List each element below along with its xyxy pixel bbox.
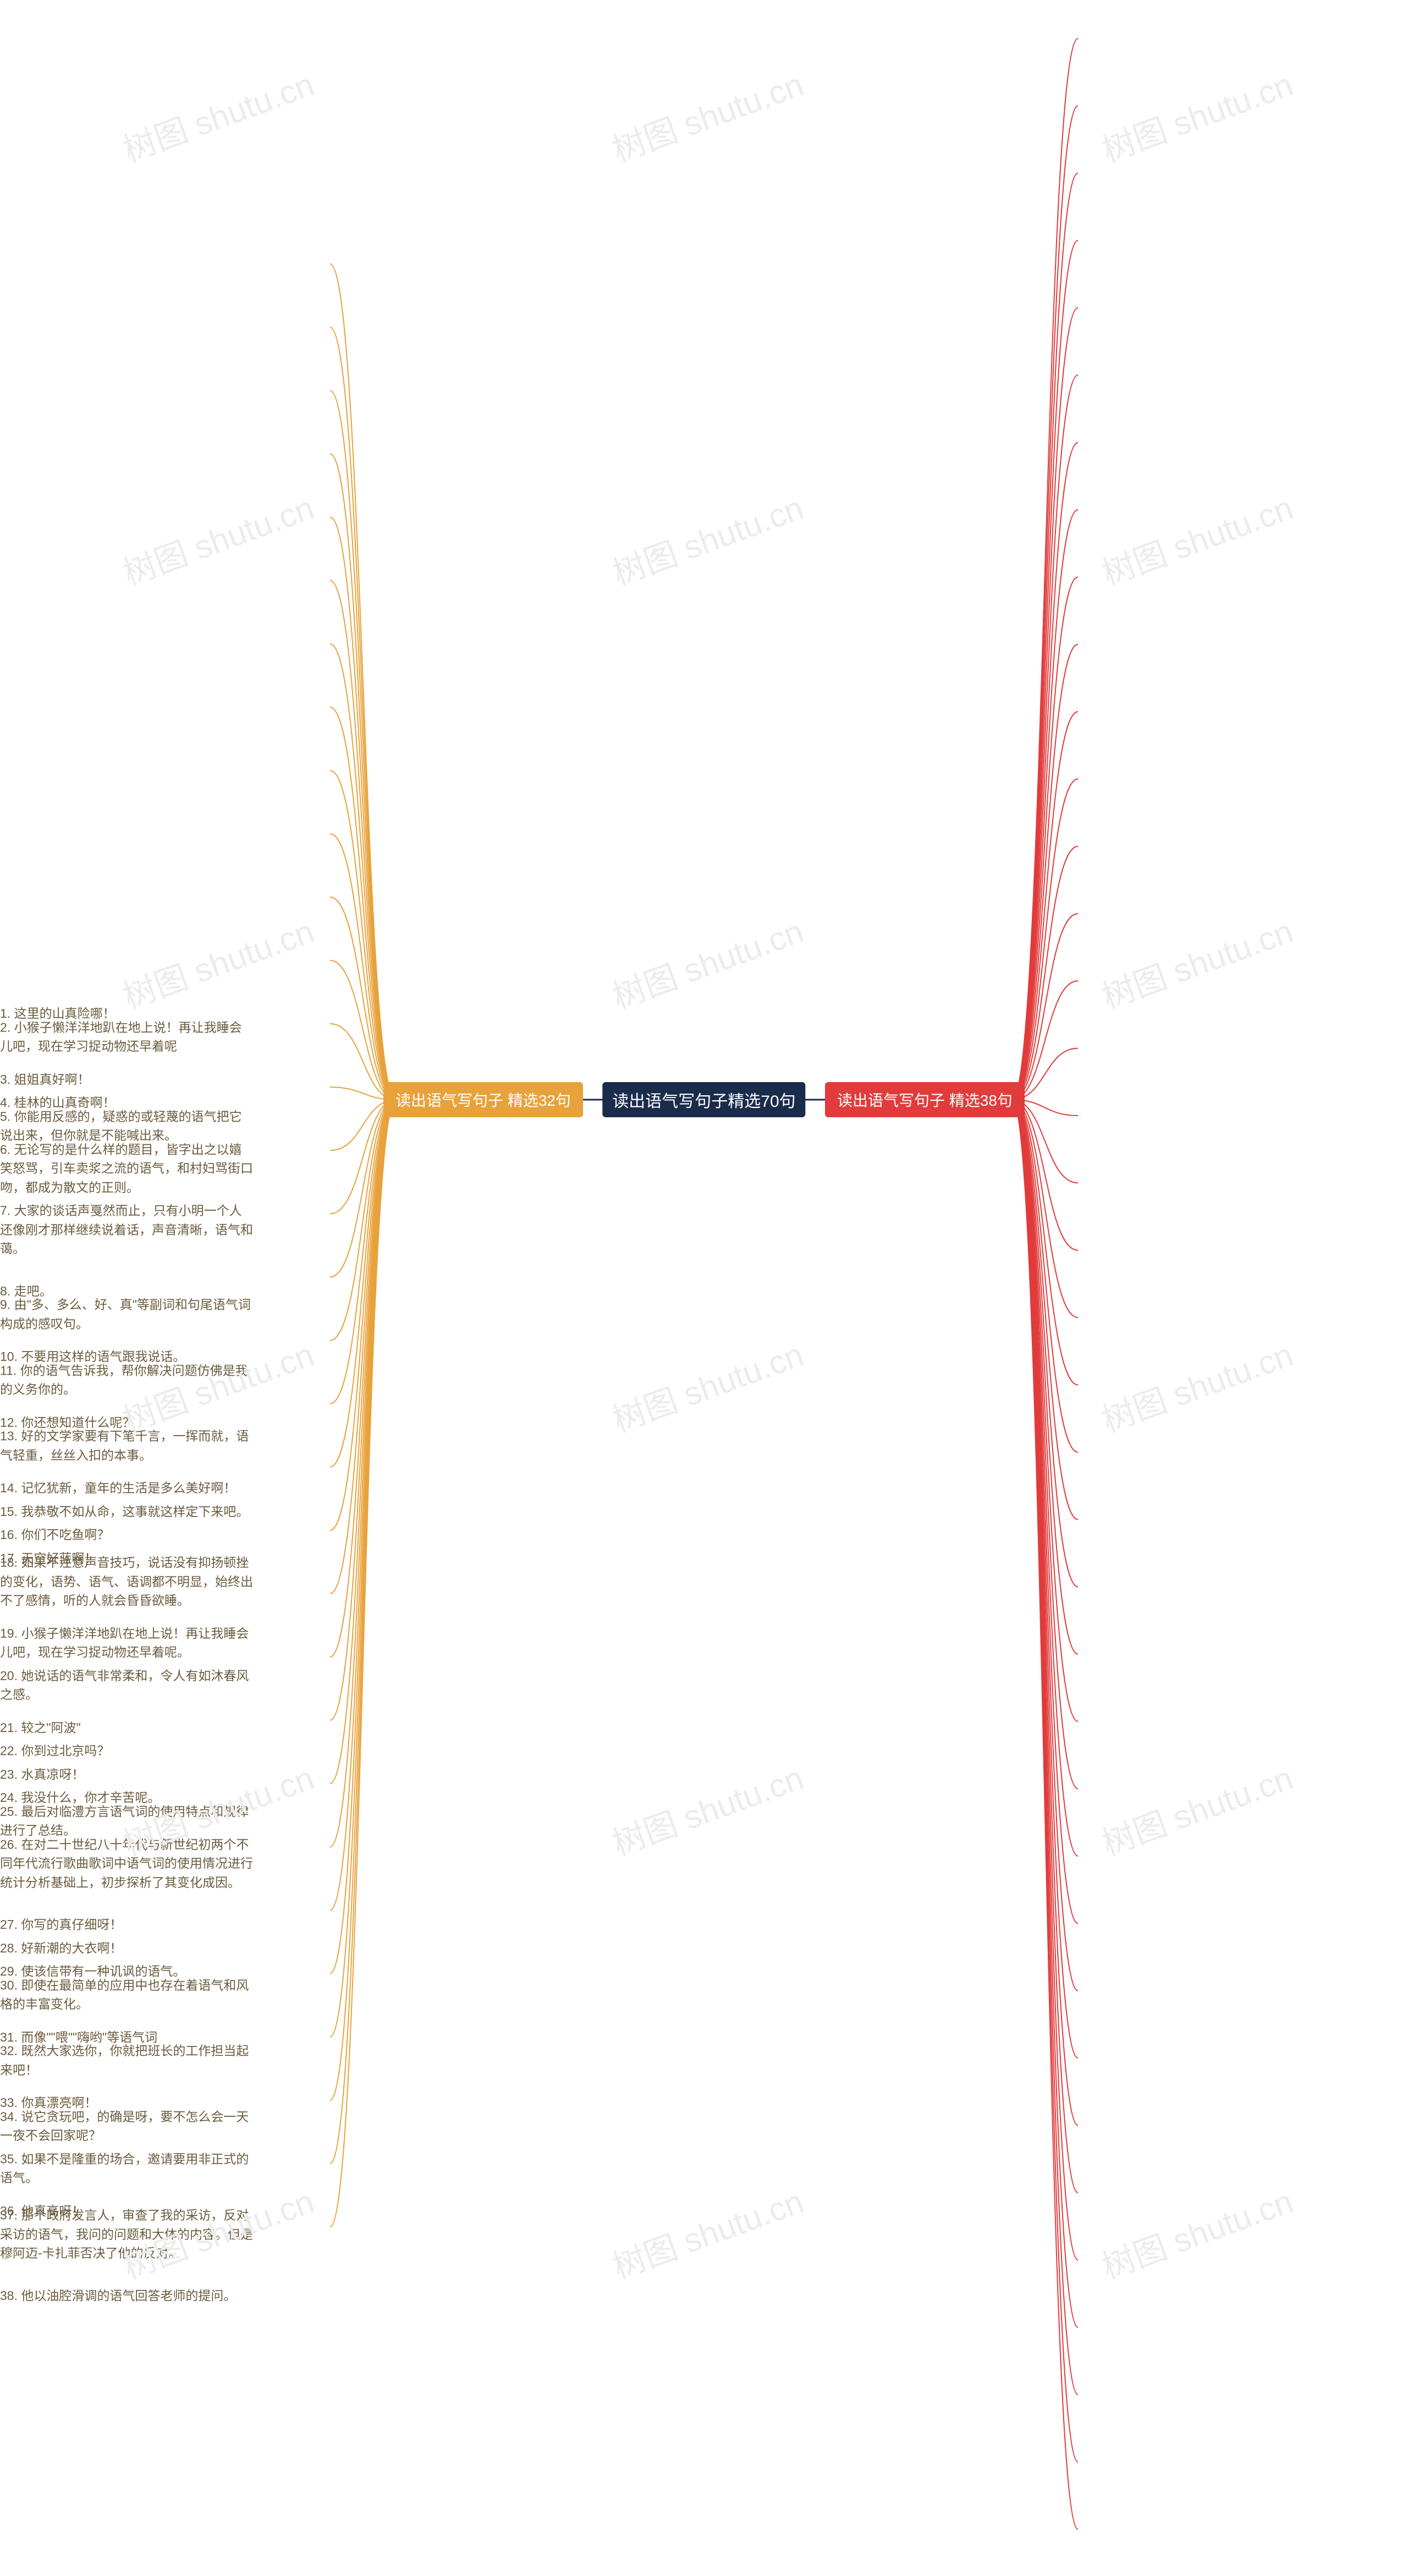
leaf-right-26[interactable]: 26. 在对二十世纪八十年代与新世纪初两个不同年代流行歌曲歌词中语气词的使用情况… <box>0 1833 253 1894</box>
leaf-right-35[interactable]: 35. 如果不是隆重的场合，邀请要用非正式的语气。 <box>0 2147 253 2189</box>
leaf-right-3[interactable]: 3. 姐姐真好啊！ <box>0 1067 253 1091</box>
leaf-right-18[interactable]: 18. 如果不注意声音技巧，说话没有抑扬顿挫的变化，语势、语气、语调都不明显，始… <box>0 1551 253 1612</box>
leaf-right-16[interactable]: 16. 你们不吃鱼啊？ <box>0 1523 253 1547</box>
leaf-right-30[interactable]: 30. 即使在最简单的应用中也存在着语气和风格的丰富变化。 <box>0 1973 253 2016</box>
leaf-right-21[interactable]: 21. 较之"阿波" <box>0 1716 253 1739</box>
branch-right[interactable]: 读出语气写句子 精选38句 <box>825 1082 1025 1117</box>
mindmap-canvas: 读出语气写句子精选70句读出语气写句子 精选32句1. 我们天天打架，是狗造成的… <box>0 0 1408 2576</box>
node-layer: 读出语气写句子精选70句读出语气写句子 精选32句1. 我们天天打架，是狗造成的… <box>0 0 1408 2319</box>
leaf-right-9[interactable]: 9. 由"多、多么、好、真"等副词和句尾语气词构成的感叹句。 <box>0 1293 253 1336</box>
leaf-right-7[interactable]: 7. 大家的谈话声戛然而止，只有小明一个人还像刚才那样继续说着话，声音清晰，语气… <box>0 1199 253 1260</box>
leaf-right-23[interactable]: 23. 水真凉呀！ <box>0 1762 253 1786</box>
leaf-right-2[interactable]: 2. 小猴子懒洋洋地趴在地上说！再让我睡会儿吧，现在学习捉动物还早着呢 <box>0 1016 253 1058</box>
leaf-right-20[interactable]: 20. 她说话的语气非常柔和，令人有如沐春风之感。 <box>0 1664 253 1706</box>
leaf-right-38[interactable]: 38. 他以油腔滑调的语气回答老师的提问。 <box>0 2283 253 2307</box>
leaf-right-32[interactable]: 32. 既然大家选你，你就把班长的工作担当起来吧！ <box>0 2039 253 2082</box>
leaf-right-22[interactable]: 22. 你到过北京吗？ <box>0 1739 253 1763</box>
leaf-right-27[interactable]: 27. 你写的真仔细呀！ <box>0 1913 253 1937</box>
leaf-right-11[interactable]: 11. 你的语气告诉我，帮你解决问题仿佛是我的义务你的。 <box>0 1359 253 1401</box>
leaf-right-13[interactable]: 13. 好的文学家要有下笔千言，一挥而就，语气轻重，丝丝入扣的本事。 <box>0 1425 253 1467</box>
leaf-right-14[interactable]: 14. 记忆犹新，童年的生活是多么美好啊！ <box>0 1476 253 1500</box>
root-node[interactable]: 读出语气写句子精选70句 <box>602 1082 805 1117</box>
leaf-right-19[interactable]: 19. 小猴子懒洋洋地趴在地上说！再让我睡会儿吧，现在学习捉动物还早着呢。 <box>0 1621 253 1664</box>
leaf-right-37[interactable]: 37. 那个政府发言人，审查了我的采访，反对采访的语气，我问的问题和大体的内容。… <box>0 2203 253 2265</box>
branch-left[interactable]: 读出语气写句子 精选32句 <box>383 1082 583 1117</box>
leaf-right-34[interactable]: 34. 说它贪玩吧，的确是呀，要不怎么会一天一夜不会回家呢？ <box>0 2105 253 2147</box>
leaf-right-28[interactable]: 28. 好新潮的大衣啊！ <box>0 1936 253 1960</box>
leaf-right-6[interactable]: 6. 无论写的是什么样的题目，皆字出之以嬉笑怒骂，引车卖浆之流的语气，和村妇骂街… <box>0 1138 253 1199</box>
leaf-right-15[interactable]: 15. 我恭敬不如从命，这事就这样定下来吧。 <box>0 1499 253 1523</box>
